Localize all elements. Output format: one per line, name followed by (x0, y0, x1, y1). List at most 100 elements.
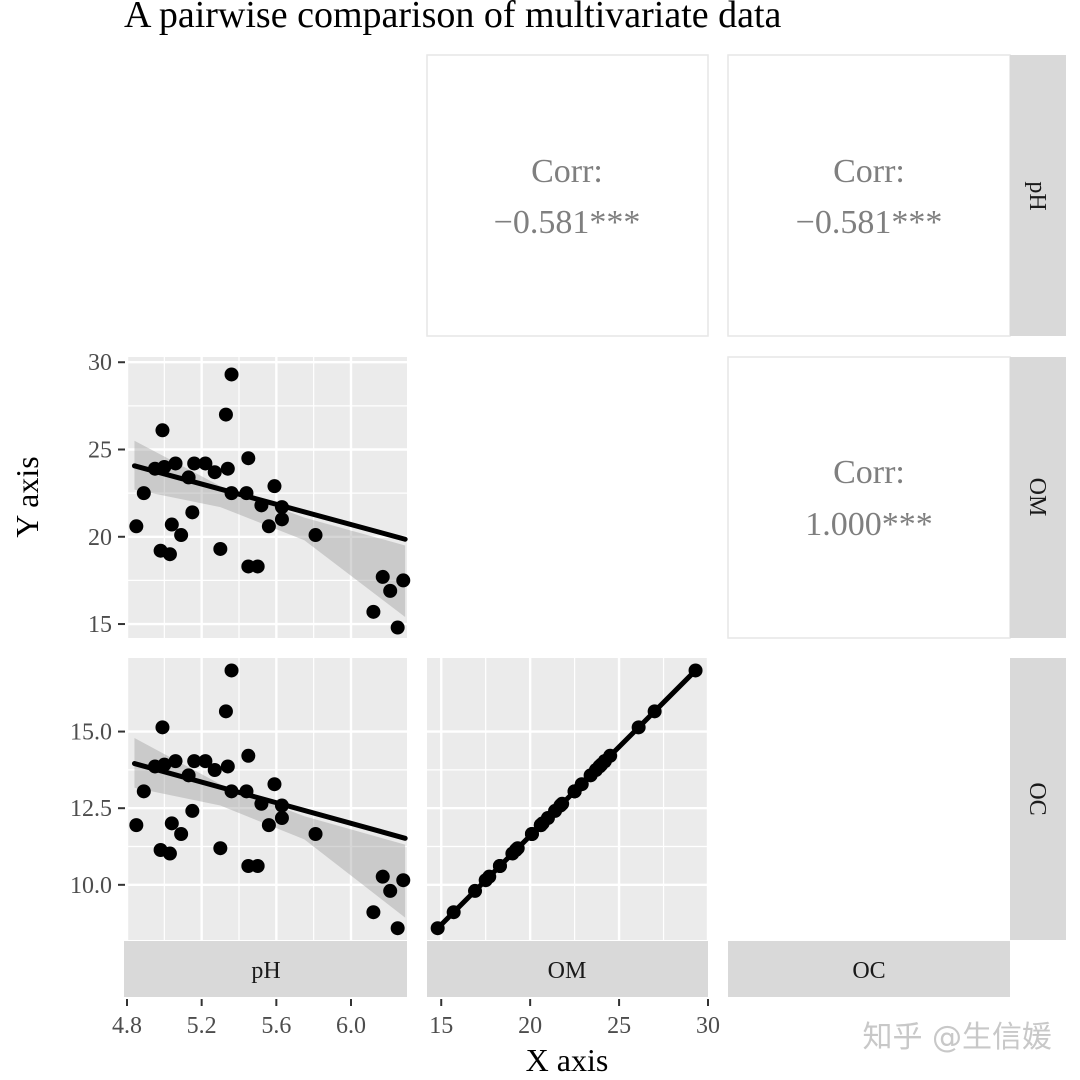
point-om-oc (524, 827, 539, 842)
panel-ph-om-points (129, 367, 411, 635)
watermark: 知乎 @生信媛 (862, 1020, 1052, 1055)
strip-bottom-label-om: OM (548, 958, 587, 984)
regression-line (131, 463, 408, 542)
y-axis: 15 20 25 30 10.0 12.5 15.0 (70, 350, 125, 899)
point-ph-oc (168, 754, 183, 769)
point-ph-om (207, 465, 222, 480)
corr-value-ph-oc: −0.581*** (796, 204, 943, 241)
point-ph-oc (157, 757, 172, 772)
x-tick-label: 25 (607, 1013, 631, 1039)
point-om-oc (647, 704, 662, 719)
panel-corr-ph-om (426, 54, 709, 337)
point-ph-om (383, 583, 398, 598)
corr-value-om-oc: 1.000*** (805, 506, 933, 543)
panel-ph-om-grid (125, 357, 407, 638)
point-ph-oc (129, 818, 144, 833)
point-ph-oc (261, 818, 276, 833)
point-ph-om (218, 407, 233, 422)
point-om-oc (478, 873, 493, 888)
point-ph-om (241, 451, 256, 466)
point-ph-oc (383, 883, 398, 898)
panel-ph-om-fit (131, 463, 408, 542)
strip-right-label-om: OM (1024, 478, 1050, 517)
strip-right-ph (1010, 55, 1066, 336)
point-ph-oc (254, 796, 269, 811)
point-ph-oc (207, 763, 222, 778)
point-ph-oc (174, 827, 189, 842)
point-ph-om (185, 505, 200, 520)
y-axis-title: Y axis (9, 456, 45, 537)
y-tick-label: 15 (88, 612, 112, 638)
panel-corr-om-oc (727, 356, 1011, 639)
point-ph-om (198, 456, 213, 471)
point-om-oc (603, 748, 618, 763)
point-om-oc (468, 883, 483, 898)
panel-ph-oc (125, 658, 411, 940)
point-ph-om (213, 541, 228, 556)
point-ph-om (224, 486, 239, 501)
point-ph-oc (155, 720, 170, 735)
panel-ph-oc-fit (131, 761, 408, 841)
point-ph-om (174, 528, 189, 543)
point-ph-om (220, 461, 235, 476)
point-ph-oc (366, 905, 381, 920)
point-ph-oc (224, 663, 239, 678)
panel-ph-om (125, 357, 411, 638)
point-ph-oc (396, 873, 411, 888)
point-ph-om (239, 486, 254, 501)
point-ph-om (129, 519, 144, 534)
point-ph-om (366, 604, 381, 619)
point-ph-oc (218, 704, 233, 719)
point-ph-oc (181, 768, 196, 783)
point-ph-oc (136, 784, 151, 799)
point-ph-om (254, 498, 269, 513)
x-tick-label: 20 (518, 1013, 542, 1039)
point-ph-om (250, 559, 265, 574)
corr-label-ph-oc: Corr: (833, 153, 905, 190)
point-om-oc (592, 759, 607, 774)
point-ph-oc (308, 827, 323, 842)
point-ph-om (157, 459, 172, 474)
y-tick-label: 15.0 (70, 720, 112, 746)
point-om-oc (688, 663, 703, 678)
strip-right-label-ph: pH (1024, 181, 1050, 210)
corr-label-om-oc: Corr: (833, 454, 905, 491)
point-ph-oc (267, 777, 282, 792)
y-tick-label: 12.5 (70, 796, 112, 822)
point-ph-oc (213, 841, 228, 856)
strip-right-oc (1010, 658, 1066, 940)
point-ph-oc (274, 798, 289, 813)
strip-bottom-ph (124, 941, 407, 997)
point-ph-oc (375, 869, 390, 884)
point-ph-om (164, 517, 179, 532)
point-ph-om (396, 573, 411, 588)
x-tick-label: 5.6 (261, 1013, 291, 1039)
point-ph-om (267, 479, 282, 494)
panel-ph-oc-grid (125, 658, 407, 940)
point-om-oc (574, 777, 589, 792)
point-ph-oc (162, 846, 177, 861)
y-tick-label: 30 (88, 350, 112, 376)
y-tick-label: 10.0 (70, 873, 112, 899)
corr-label-ph-om: Corr: (531, 153, 603, 190)
strip-right-om (1010, 357, 1066, 638)
corr-value-ph-om: −0.581*** (494, 204, 641, 241)
point-ph-om (261, 519, 276, 534)
point-ph-om (162, 547, 177, 562)
point-ph-oc (187, 754, 202, 769)
point-ph-om (274, 512, 289, 527)
panel-om-oc-points (430, 663, 703, 936)
point-om-oc (446, 905, 461, 920)
point-ph-om (375, 569, 390, 584)
point-ph-oc (241, 748, 256, 763)
point-ph-oc (390, 921, 405, 936)
strip-bottom-label-oc: OC (852, 958, 885, 984)
point-om-oc (492, 859, 507, 874)
point-ph-om (187, 456, 202, 471)
point-ph-oc (250, 859, 265, 874)
panel-ph-om-bg (127, 357, 407, 638)
y-tick-label: 20 (88, 525, 112, 551)
point-ph-oc (198, 754, 213, 769)
x-axis: 4.8 5.2 5.6 6.0 15 20 25 30 (112, 999, 720, 1039)
